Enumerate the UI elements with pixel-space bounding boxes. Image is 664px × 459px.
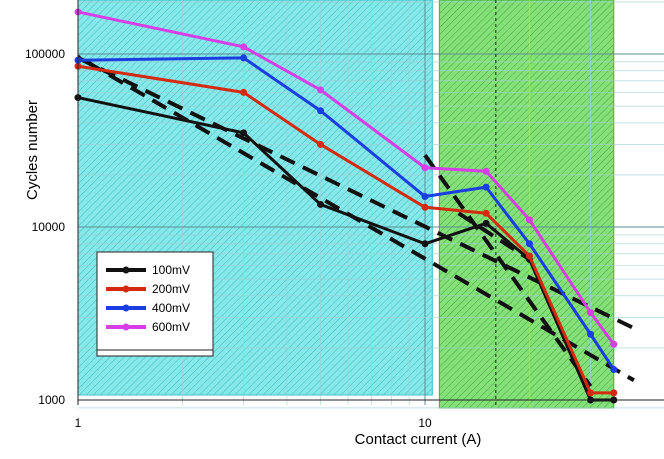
trend-line-3 [423, 154, 593, 388]
legend-label-100mV: 100mV [152, 263, 190, 277]
data-point-400mV [587, 330, 595, 338]
y-tick-label: 1000 [38, 393, 65, 407]
y-tick-label: 10000 [32, 220, 66, 234]
data-point-100mV [482, 219, 490, 227]
y-tick-label: 100000 [25, 47, 65, 61]
data-point-200mV [482, 209, 490, 217]
data-point-100mV [421, 240, 429, 248]
legend-label-400mV: 400mV [152, 301, 190, 315]
series-line-600mV [77, 10, 616, 346]
data-series [74, 8, 618, 404]
legend-marker-100mV [122, 266, 130, 274]
legend-marker-200mV [122, 285, 130, 293]
data-point-400mV [421, 193, 429, 201]
data-point-400mV [240, 54, 248, 62]
legend-marker-600mV [122, 323, 130, 331]
series-line-400mV [77, 56, 616, 371]
data-point-200mV [587, 389, 595, 397]
x-tick-label: 1 [75, 416, 82, 430]
shaded-region-2 [438, 0, 615, 409]
x-tick-labels: 1 10 [75, 416, 432, 430]
legend: 100mV 200mV 400mV 600mV [96, 251, 214, 357]
data-point-600mV [610, 340, 618, 348]
data-point-200mV [240, 88, 248, 96]
data-point-200mV [421, 203, 429, 211]
data-point-200mV [317, 140, 325, 148]
data-point-400mV [482, 183, 490, 191]
data-point-600mV [240, 43, 248, 51]
legend-marker-400mV [122, 304, 130, 312]
data-point-100mV [240, 129, 248, 137]
axes [77, 0, 664, 405]
data-point-100mV [317, 200, 325, 208]
data-point-600mV [587, 309, 595, 317]
data-point-600mV [525, 216, 533, 224]
data-point-600mV [317, 86, 325, 94]
trend-line-4 [457, 211, 531, 262]
data-point-200mV [610, 389, 618, 397]
data-point-600mV [482, 167, 490, 175]
legend-label-200mV: 200mV [152, 282, 190, 296]
data-point-200mV [525, 252, 533, 260]
data-point-400mV [317, 107, 325, 115]
data-point-600mV [421, 164, 429, 172]
series-line-100mV [77, 96, 614, 402]
y-axis-title: Cycles number [24, 100, 41, 200]
y-tick-labels: 1000 10000 100000 [25, 47, 65, 407]
trend-line-1 [78, 54, 635, 383]
series-line-200mV [77, 64, 614, 395]
x-axis-title: Contact current (A) [355, 431, 482, 448]
x-tick-label: 10 [418, 416, 432, 430]
data-point-400mV [525, 240, 533, 248]
data-point-400mV [610, 366, 618, 374]
legend-label-600mV: 600mV [152, 320, 190, 334]
